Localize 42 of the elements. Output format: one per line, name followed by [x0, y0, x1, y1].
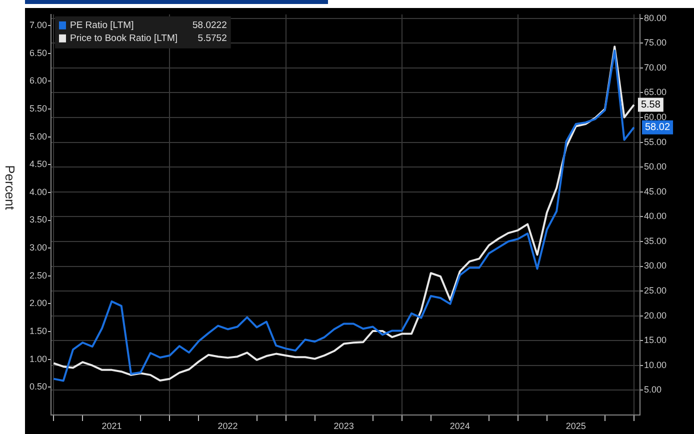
- annotation: 5.5752: [198, 33, 227, 44]
- y2-tick-label: 15.00: [644, 335, 667, 346]
- y-tick-label: 7.00: [29, 20, 47, 30]
- x-tick-label: 2022: [218, 420, 238, 431]
- y2-tick-label: 65.00: [644, 87, 667, 98]
- y-tick-label: 4.00: [29, 186, 47, 197]
- y-tick-label: 4.50: [29, 159, 47, 170]
- y-tick-label: 2.50: [29, 270, 47, 280]
- x-tick-label: 2025: [566, 420, 586, 431]
- y-tick-label: 3.00: [29, 242, 47, 253]
- y2-tick-label: 45.00: [644, 186, 667, 196]
- data-label: 58.02: [645, 122, 670, 134]
- y-tick-label: 2.00: [29, 298, 47, 308]
- y2-tick-label: 10.00: [644, 360, 667, 370]
- y2-tick-label: 25.00: [644, 286, 667, 296]
- y2-tick-label: 30.00: [644, 260, 667, 271]
- y2-tick-label: 5.00: [644, 384, 662, 395]
- x-tick-label: 2024: [450, 420, 470, 431]
- legend-label: Price to Book Ratio [LTM]: [70, 33, 178, 44]
- y2-tick-label: 20.00: [644, 310, 667, 320]
- legend-label: PE Ratio [LTM]: [70, 20, 134, 32]
- y-tick-label: 6.50: [29, 48, 47, 58]
- y2-tick-label: 40.00: [644, 211, 667, 222]
- y-tick-label: 5.00: [29, 131, 47, 142]
- y2-tick-label: 55.00: [644, 136, 667, 147]
- y-tick-label: 1.00: [29, 354, 47, 364]
- y2-tick-label: 75.00: [644, 38, 667, 48]
- y2-tick-label: 60.00: [644, 112, 667, 122]
- y2-tick-label: 70.00: [644, 62, 667, 72]
- x-tick-label: 2021: [102, 420, 122, 431]
- y-tick-label: 3.50: [29, 214, 47, 225]
- y2-tick-label: 35.00: [644, 236, 667, 246]
- y-axis-title: Percent: [2, 164, 18, 212]
- y-tick-label: 5.50: [29, 103, 47, 114]
- x-tick-label: 2023: [334, 420, 354, 431]
- y-tick-label: 0.50: [29, 382, 47, 392]
- y-tick-label: 6.00: [29, 76, 47, 86]
- y-tick-label: 1.50: [29, 326, 47, 336]
- data-label: 5.58: [640, 100, 661, 111]
- y2-tick-label: 80.00: [644, 12, 667, 23]
- y2-tick-label: 50.00: [644, 162, 667, 172]
- annotation: 58.0222: [192, 20, 227, 32]
